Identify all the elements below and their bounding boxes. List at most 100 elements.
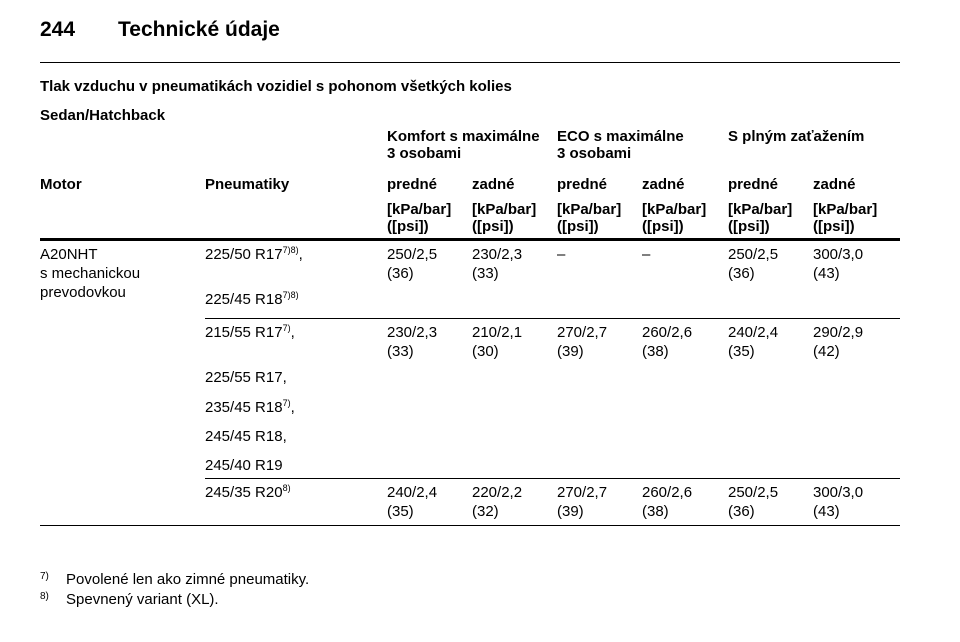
- tire: 245/40 R19: [205, 457, 283, 475]
- separator: ,: [290, 399, 295, 416]
- separator: ,: [290, 324, 295, 341]
- tire: 245/35 R208): [205, 484, 291, 502]
- pressure: –: [557, 246, 566, 263]
- pressure: 270/2,7: [557, 484, 608, 501]
- subtitle: Sedan/Hatchback: [40, 107, 166, 124]
- pressure: 260/2,6: [642, 484, 693, 501]
- pressure: –: [642, 246, 651, 263]
- rule: [205, 478, 900, 479]
- pressure: 260/2,6: [642, 324, 693, 341]
- tire-size: 245/35 R20: [205, 484, 283, 501]
- unit: [kPa/bar]: [642, 201, 707, 218]
- pressure: (39): [557, 503, 584, 520]
- footnote-mark: 8): [40, 591, 49, 602]
- pressure: (33): [387, 343, 414, 360]
- pressure: 250/2,5: [387, 246, 438, 263]
- column-header: predné: [728, 176, 779, 193]
- unit: ([psi]): [387, 218, 429, 235]
- pressure: (35): [728, 343, 755, 360]
- column-header: predné: [557, 176, 608, 193]
- group-header: S plným zaťažením: [728, 128, 865, 145]
- rule: [40, 525, 900, 526]
- tire-size: 235/45 R18: [205, 399, 283, 416]
- footnote-text: Povolené len ako zimné pneumatiky.: [66, 571, 310, 588]
- tire-size: 225/50 R17: [205, 246, 283, 263]
- pressure: (35): [387, 503, 414, 520]
- pressure: 240/2,4: [728, 324, 779, 341]
- column-header: predné: [387, 176, 438, 193]
- column-header: Pneumatiky: [205, 176, 290, 193]
- tire: 215/55 R177),: [205, 324, 295, 342]
- rule: [40, 62, 900, 63]
- footnote-ref: 8): [282, 483, 291, 493]
- group-header: ECO s maximálne: [557, 128, 684, 145]
- tire-size: 245/45 R18,: [205, 428, 287, 445]
- pressure: 300/3,0: [813, 484, 864, 501]
- pressure: 250/2,5: [728, 246, 779, 263]
- unit: ([psi]): [472, 218, 514, 235]
- pressure: 230/2,3: [387, 324, 438, 341]
- pressure: (43): [813, 265, 840, 282]
- column-header: Motor: [40, 176, 82, 193]
- page-title: Technické údaje: [118, 18, 280, 41]
- footnote-ref: 7)8): [282, 245, 299, 255]
- pressure: (30): [472, 343, 499, 360]
- pressure: (38): [642, 503, 669, 520]
- group-header: Komfort s maximálne: [387, 128, 540, 145]
- pressure: (33): [472, 265, 499, 282]
- tire-size: 245/40 R19: [205, 457, 283, 474]
- rule: [40, 238, 900, 241]
- pressure: 240/2,4: [387, 484, 438, 501]
- footnote-ref: 7): [282, 323, 291, 333]
- pressure: (36): [728, 503, 755, 520]
- tire-size: 215/55 R17: [205, 324, 283, 341]
- unit: [kPa/bar]: [728, 201, 793, 218]
- pressure: 230/2,3: [472, 246, 523, 263]
- motor: s mechanickou: [40, 265, 141, 282]
- pressure: (36): [728, 265, 755, 282]
- group-header: 3 osobami: [557, 145, 632, 162]
- column-header: zadné: [813, 176, 856, 193]
- tire: 225/55 R17,: [205, 369, 287, 387]
- pressure: (39): [557, 343, 584, 360]
- unit: ([psi]): [557, 218, 599, 235]
- footnote-ref: 7)8): [282, 290, 299, 300]
- tire: 245/45 R18,: [205, 428, 287, 446]
- column-header: zadné: [642, 176, 685, 193]
- section-title: Tlak vzduchu v pneumatikách vozidiel s p…: [40, 78, 512, 95]
- page-number: 244: [40, 18, 76, 41]
- footnote-mark: 7): [40, 571, 49, 582]
- unit: [kPa/bar]: [472, 201, 537, 218]
- tire: 235/45 R187),: [205, 399, 295, 417]
- unit: ([psi]): [642, 218, 684, 235]
- group-header: 3 osobami: [387, 145, 462, 162]
- pressure: (42): [813, 343, 840, 360]
- tire: 225/45 R187)8): [205, 291, 299, 309]
- tire-size: 225/55 R17,: [205, 369, 287, 386]
- separator: ,: [298, 246, 303, 263]
- pressure: (43): [813, 503, 840, 520]
- footnote-ref: 7): [282, 398, 291, 408]
- pressure: 290/2,9: [813, 324, 864, 341]
- pressure: (38): [642, 343, 669, 360]
- unit: ([psi]): [728, 218, 770, 235]
- pressure: (36): [387, 265, 414, 282]
- tire: 225/50 R177)8),: [205, 246, 303, 264]
- pressure: 270/2,7: [557, 324, 608, 341]
- motor: A20NHT: [40, 246, 98, 263]
- motor: prevodovkou: [40, 284, 126, 301]
- unit: [kPa/bar]: [387, 201, 452, 218]
- column-header: zadné: [472, 176, 515, 193]
- pressure: 220/2,2: [472, 484, 523, 501]
- pressure: (32): [472, 503, 499, 520]
- tire-size: 225/45 R18: [205, 291, 283, 308]
- footnote-text: Spevnený variant (XL).: [66, 591, 219, 608]
- unit: ([psi]): [813, 218, 855, 235]
- unit: [kPa/bar]: [813, 201, 878, 218]
- pressure: 300/3,0: [813, 246, 864, 263]
- rule: [205, 318, 900, 319]
- pressure: 210/2,1: [472, 324, 523, 341]
- pressure: 250/2,5: [728, 484, 779, 501]
- unit: [kPa/bar]: [557, 201, 622, 218]
